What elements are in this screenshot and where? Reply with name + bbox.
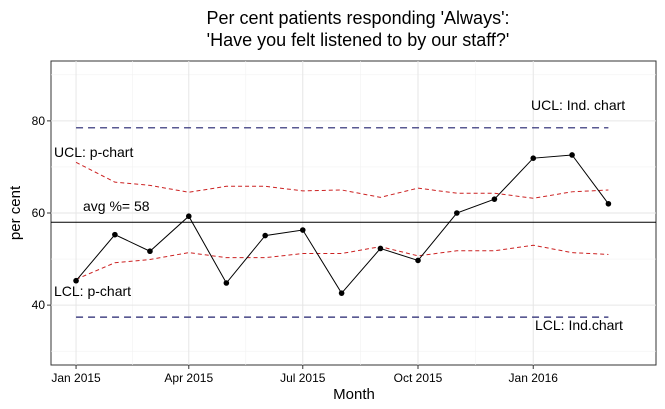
label-ucl-ind: UCL: Ind. chart xyxy=(531,97,625,113)
data-point xyxy=(530,155,537,161)
data-point xyxy=(338,290,345,296)
grid-lines xyxy=(51,61,656,365)
y-axis-label: per cent xyxy=(7,185,24,240)
label-ucl-p: UCL: p-chart xyxy=(54,144,133,160)
chart-title-line2: 'Have you felt listened to by our staff?… xyxy=(207,30,510,50)
data-point xyxy=(454,210,460,216)
x-tick-label: Jan 2015 xyxy=(51,371,101,385)
data-point xyxy=(415,257,421,264)
y-tick-label: 80 xyxy=(32,114,46,128)
data-point xyxy=(73,277,79,284)
data-point xyxy=(223,280,230,286)
y-tick-label: 40 xyxy=(32,298,46,312)
data-point xyxy=(262,232,268,239)
data-series xyxy=(73,152,612,296)
label-lcl-p: LCL: p-chart xyxy=(54,283,131,299)
data-point xyxy=(605,200,612,207)
chart-title-line1: Per cent patients responding 'Always': xyxy=(206,8,509,28)
y-tick-label: 60 xyxy=(32,206,46,220)
data-point xyxy=(569,152,575,158)
x-axis: Jan 2015 Apr 2015 Jul 2015 Oct 2015 Jan 2016 xyxy=(51,365,558,385)
x-tick-label: Jan 2016 xyxy=(509,371,559,385)
x-tick-label: Apr 2015 xyxy=(164,371,213,385)
label-lcl-ind: LCL: Ind.chart xyxy=(535,317,623,333)
limit-lines xyxy=(51,127,656,318)
x-tick-label: Jul 2015 xyxy=(280,371,326,385)
data-point xyxy=(147,248,153,255)
x-tick-label: Oct 2015 xyxy=(394,371,443,385)
data-point xyxy=(112,231,118,238)
data-point xyxy=(377,245,384,252)
data-point xyxy=(299,227,306,233)
y-axis: 40 60 80 xyxy=(32,114,51,312)
ucl-p-line xyxy=(75,161,609,199)
data-point xyxy=(491,196,498,202)
x-axis-label: Month xyxy=(333,386,375,403)
label-avg: avg %= 58 xyxy=(83,198,150,214)
data-point xyxy=(185,213,192,220)
lcl-p-line xyxy=(75,244,609,280)
